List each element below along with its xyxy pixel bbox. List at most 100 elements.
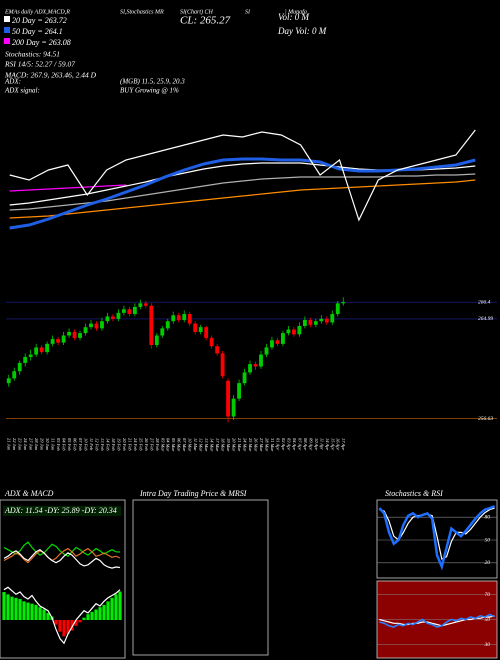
- annotation-bg: [3, 506, 121, 516]
- candle-body: [127, 309, 132, 315]
- bar: [10, 596, 14, 620]
- candle-body: [23, 356, 28, 363]
- x-tick-label: 19 Feb: [116, 438, 121, 451]
- bar: [90, 611, 94, 620]
- x-tick-label: 24 Jan: [23, 438, 28, 451]
- x-tick-label: 03 Apr: [286, 438, 291, 451]
- candle-body: [165, 321, 170, 329]
- bar: [46, 613, 50, 620]
- bar: [78, 620, 82, 623]
- x-tick-label: 21 Mar: [237, 438, 242, 452]
- annotation: Vol: 0 M: [278, 12, 309, 22]
- candle-body: [308, 320, 313, 325]
- candle-body: [12, 371, 17, 379]
- candle-body: [335, 303, 340, 315]
- candle-body: [6, 378, 11, 384]
- x-tick-label: 10 Mar: [188, 438, 193, 452]
- x-tick-label: 04 Apr: [292, 438, 297, 451]
- candle-body: [50, 339, 55, 344]
- bar: [42, 609, 46, 620]
- series-line: [379, 613, 495, 628]
- x-tick-label: 14 Feb: [105, 438, 110, 451]
- candle-body: [61, 335, 66, 343]
- candle-body: [72, 331, 77, 338]
- series-line: [3, 586, 121, 645]
- candle-body: [220, 353, 225, 377]
- series-line: [9, 184, 127, 192]
- candle-body: [176, 315, 181, 321]
- candle-body: [154, 335, 159, 346]
- candle-body: [121, 309, 126, 313]
- x-tick-label: 05 Mar: [171, 438, 176, 452]
- x-tick-label: 17 Mar: [215, 438, 220, 452]
- annotation: | Munafa: [285, 8, 307, 15]
- candle-body: [67, 331, 71, 336]
- y-tick-label: 80: [485, 514, 491, 520]
- bar: [94, 609, 98, 620]
- x-tick-label: 07 Mar: [182, 438, 187, 452]
- bar: [110, 597, 114, 620]
- annotation: Day Vol: 0 M: [277, 26, 327, 36]
- candle-body: [17, 362, 22, 372]
- annotation: (MGB) 11.5, 25.9, 20.3: [120, 78, 185, 86]
- series-line: [3, 548, 121, 569]
- y-tick-label: 30: [484, 642, 491, 648]
- annotation: SI: [245, 9, 251, 15]
- candle-body: [143, 303, 148, 306]
- x-tick-label: 12 Feb: [94, 438, 99, 451]
- x-tick-label: 04 Mar: [166, 438, 171, 452]
- x-tick-label: 20 Mar: [232, 438, 237, 452]
- x-tick-label: 29 Jan: [40, 438, 45, 451]
- annotation: Stochastics: 94.51: [5, 50, 60, 59]
- x-tick-label: 17 Apr: [341, 438, 346, 451]
- bar: [34, 604, 38, 620]
- bar: [26, 602, 30, 620]
- x-tick-label: 28 Feb: [155, 438, 160, 451]
- x-tick-label: 23 Jan: [18, 438, 23, 451]
- candle-body: [253, 364, 258, 367]
- candle-body: [89, 323, 93, 328]
- pane-title: Stochastics & RSI: [385, 489, 443, 498]
- candle-body: [264, 347, 269, 355]
- x-tick-label: 18 Mar: [221, 438, 226, 452]
- annotation: SI(Chart) CH: [180, 8, 214, 15]
- annotation: BUY Growing @ 1%: [120, 87, 179, 95]
- bar: [18, 599, 22, 620]
- candle-body: [149, 305, 154, 346]
- candle-body: [83, 327, 88, 334]
- x-tick-label: 27 Mar: [259, 438, 264, 452]
- candle-body: [138, 303, 143, 307]
- x-tick-label: 20 Feb: [122, 438, 127, 451]
- x-tick-label: 16 Apr: [336, 438, 341, 451]
- annotation: 200 Day = 263.08: [12, 38, 71, 47]
- candle-body: [111, 316, 115, 319]
- x-tick-label: 24 Mar: [243, 438, 248, 452]
- x-tick-label: 25 Mar: [248, 438, 253, 452]
- series-line: [9, 129, 476, 222]
- x-tick-label: 14 Apr: [325, 438, 330, 451]
- bar: [22, 601, 26, 620]
- candle-body: [313, 321, 318, 325]
- x-tick-label: 27 Feb: [149, 438, 154, 451]
- bar: [102, 604, 106, 620]
- candle-body: [237, 383, 241, 399]
- x-tick-label: 21 Jan: [7, 438, 12, 451]
- x-tick-label: 27 Jan: [29, 438, 34, 451]
- annotation: 50 Day = 264.1: [12, 27, 63, 36]
- x-tick-label: 06 Feb: [73, 438, 78, 451]
- candle-body: [187, 314, 192, 324]
- bar: [62, 620, 66, 637]
- y-tick-label: 266.4: [478, 298, 491, 305]
- annotation: ADX signal:: [4, 87, 40, 95]
- candle-body: [302, 320, 307, 326]
- x-tick-label: 02 Apr: [281, 438, 286, 451]
- x-tick-label: 11 Feb: [89, 438, 94, 451]
- candle-body: [226, 380, 231, 417]
- x-tick-label: 26 Feb: [144, 438, 149, 451]
- annotation: MACD: 267.9, 263.46, 2.44 D: [4, 71, 97, 80]
- pane-title: Intra Day Trading Price & MRSI: [139, 489, 247, 498]
- x-tick-label: 08 Apr: [303, 438, 308, 451]
- candle-body: [171, 315, 176, 322]
